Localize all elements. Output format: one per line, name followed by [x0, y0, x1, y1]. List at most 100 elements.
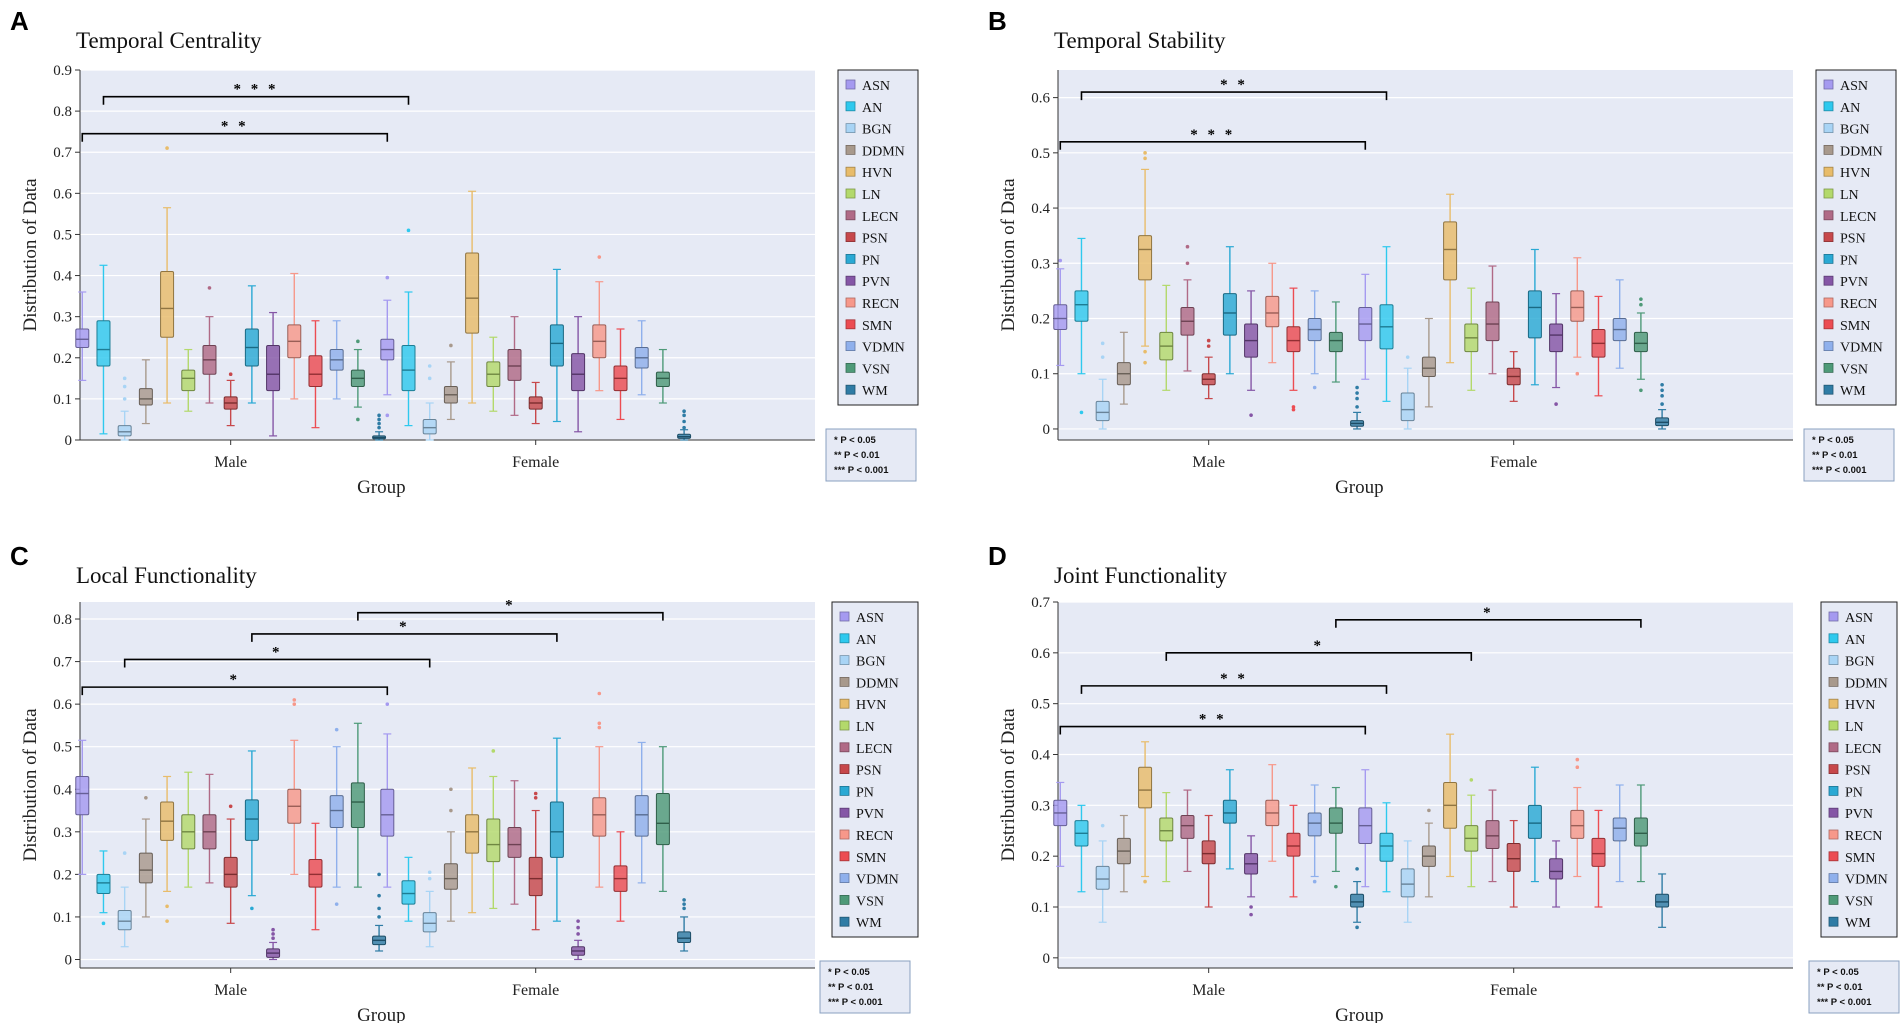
panel-letter: C: [10, 541, 29, 571]
legend-swatch: [1828, 873, 1839, 883]
legend-label: WM: [862, 384, 888, 399]
legend-swatch: [845, 101, 856, 112]
box-male-vdmn: [1307, 784, 1322, 884]
bracket-line: [123, 658, 431, 668]
bracket-stars: *: [230, 672, 241, 688]
box-male-asn: [75, 739, 90, 875]
box-iqr: [308, 355, 323, 388]
outlier-point: [1554, 402, 1558, 406]
box-female-an: [401, 856, 416, 922]
outlier-point: [377, 915, 381, 919]
legend-swatch: [845, 341, 856, 352]
plot-area: [1058, 70, 1793, 440]
legend-label: HVN: [1840, 166, 1870, 181]
outlier-point: [271, 936, 275, 941]
box-male-smn: [308, 320, 323, 429]
legend-swatch: [1823, 275, 1834, 286]
bracket-stars: * * *: [233, 82, 278, 98]
outlier-point: [122, 851, 127, 855]
legend-swatch: [839, 655, 850, 665]
outlier-point: [1469, 778, 1474, 782]
box-female-ddmn: [1421, 808, 1436, 898]
legend-label: PSN: [1840, 232, 1866, 247]
box-iqr: [1506, 842, 1521, 872]
legend-swatch: [1823, 297, 1834, 308]
bracket-stars: *: [399, 619, 410, 635]
outlier-point: [682, 906, 686, 911]
box-male-ddmn: [1116, 814, 1131, 893]
outlier-point: [1249, 912, 1253, 917]
box-iqr: [1286, 832, 1301, 857]
box-male-vsn: [350, 339, 365, 422]
box-iqr: [1350, 893, 1365, 908]
y-tick-label: 0.8: [53, 104, 72, 120]
legend-label: HVN: [862, 166, 892, 181]
y-tick-label: 0.5: [53, 740, 72, 756]
box-iqr: [1400, 868, 1415, 898]
outlier-point: [1355, 925, 1359, 930]
y-axis-label: Distribution of Data: [20, 178, 41, 332]
legend-swatch: [839, 807, 850, 818]
box-male-hvn: [1138, 741, 1153, 884]
box-male-lecn: [202, 286, 217, 404]
box-female-ddmn: [443, 343, 458, 421]
x-tick-label: Male: [214, 454, 247, 471]
significance-key-line: *** P < 0.001: [828, 997, 883, 1008]
bracket-line: [1059, 140, 1367, 150]
legend-swatch: [1828, 895, 1839, 905]
box-iqr: [1485, 301, 1500, 342]
box-male-hvn: [1138, 151, 1153, 365]
outlier-point: [1639, 302, 1643, 307]
significance-key-line: ** P < 0.01: [828, 982, 874, 993]
box-female-wm: [677, 898, 692, 952]
significance-key: * P < 0.05 ** P < 0.01 *** P < 0.001: [1803, 428, 1895, 482]
legend-swatch: [1828, 611, 1839, 622]
box-male-pn: [244, 285, 259, 404]
box-iqr: [422, 912, 437, 933]
box-female-pvn: [571, 919, 586, 961]
bracket-line: [81, 686, 389, 696]
box-female-asn: [1358, 273, 1373, 380]
outlier-point: [385, 413, 390, 418]
box-male-ddmn: [1116, 331, 1131, 405]
box-iqr: [634, 795, 649, 837]
significance-key-line: *** P < 0.001: [834, 465, 889, 476]
box-female-psn: [528, 381, 543, 425]
outlier-point: [682, 409, 686, 414]
significance-key: * P < 0.05 ** P < 0.01 *** P < 0.001: [1808, 960, 1900, 1014]
significance-key-line: ** P < 0.01: [1817, 982, 1863, 993]
outlier-point: [385, 702, 390, 706]
legend-swatch: [1828, 764, 1839, 774]
outlier-point: [576, 932, 580, 936]
box-iqr: [75, 328, 90, 348]
box-iqr: [443, 863, 458, 890]
box-female-asn: [380, 275, 395, 418]
outlier-point: [271, 927, 275, 932]
box-female-bgn: [1400, 355, 1415, 430]
box-male-hvn: [160, 146, 175, 404]
legend-label: BGN: [1840, 123, 1870, 138]
legend-swatch: [1828, 916, 1839, 927]
box-iqr: [1527, 804, 1542, 839]
panel-c: C Local Functionality 0 0.1 0.2 0.3 0.4 0.5 0.6 0…: [10, 541, 919, 1023]
legend-label: VDMN: [862, 341, 905, 356]
box-male-wm: [372, 872, 387, 952]
legend-swatch: [845, 188, 856, 199]
outlier-point: [1660, 394, 1664, 398]
box-male-vdmn: [329, 727, 344, 906]
significance-key-line: * P < 0.05: [1812, 435, 1855, 446]
outlier-point: [406, 228, 411, 233]
box-male-smn: [1286, 804, 1301, 898]
x-axis-label: Group: [1335, 477, 1384, 498]
bracket-stars: *: [505, 598, 516, 614]
box-female-hvn: [1443, 193, 1458, 364]
legend-swatch: [845, 362, 856, 373]
legend-swatch: [839, 633, 850, 644]
y-tick-label: 0.1: [1031, 900, 1050, 916]
significance-bracket: * *: [1080, 671, 1388, 694]
legend-label: VDMN: [856, 873, 899, 888]
outlier-point: [1100, 341, 1105, 346]
outlier-point: [682, 419, 686, 424]
legend: ASN AN BGN DDMN HVN LN LECN PSN PN PVN RECN SMN VDMN…: [831, 601, 919, 938]
box-iqr: [1159, 817, 1174, 842]
